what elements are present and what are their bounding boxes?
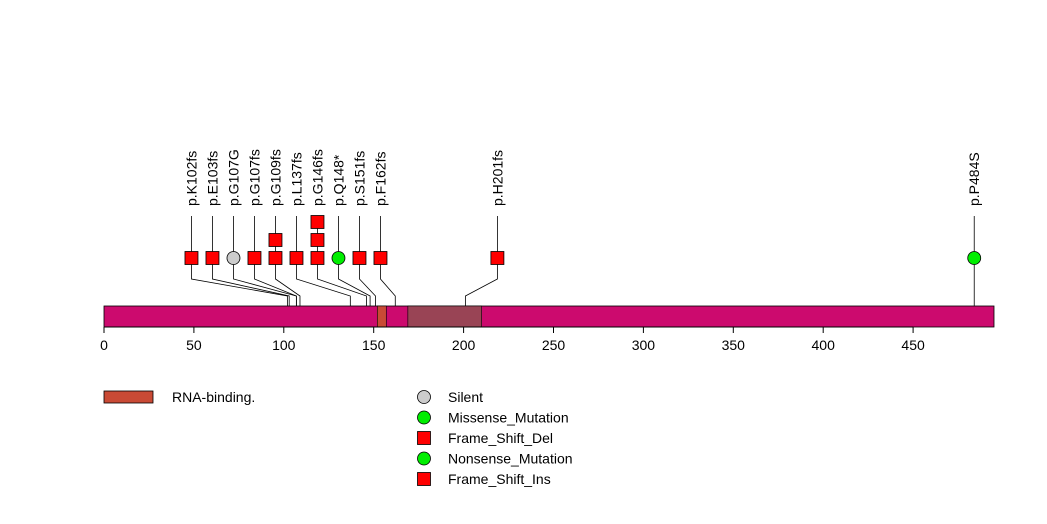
legend-mutation-symbol-2	[417, 431, 431, 445]
x-tick-label-400: 400	[812, 337, 836, 353]
x-tick-label-100: 100	[272, 337, 296, 353]
marker-4-1	[268, 233, 283, 247]
protein-bar-group	[103, 305, 995, 328]
legend-domain-label-0: RNA-binding.	[172, 389, 255, 405]
x-tick-label-300: 300	[632, 337, 656, 353]
mutation-label-7: p.Q148*	[330, 154, 346, 206]
marker-5-0	[289, 251, 304, 265]
legend-mutation-symbol-1	[417, 410, 431, 425]
mutation-markers	[184, 215, 982, 265]
domain-region-0	[376, 305, 387, 328]
marker-6-1	[310, 233, 325, 247]
marker-3-0	[247, 251, 262, 265]
protein-bar	[103, 305, 995, 328]
x-tick-label-0: 0	[100, 337, 108, 353]
marker-11-0	[967, 251, 982, 265]
legend-mutation-label-2: Frame_Shift_Del	[448, 430, 553, 446]
marker-8-0	[352, 251, 367, 265]
x-tick-label-150: 150	[362, 337, 386, 353]
mutation-label-4: p.G109fs	[267, 149, 283, 206]
marker-1-0	[205, 251, 220, 265]
marker-6-2	[310, 215, 325, 229]
mutation-label-0: p.K102fs	[183, 151, 199, 206]
x-tick-label-350: 350	[722, 337, 746, 353]
legend-mutation-label-1: Missense_Mutation	[448, 410, 569, 426]
marker-7-0	[331, 251, 346, 265]
marker-9-0	[373, 251, 388, 265]
x-tick-label-450: 450	[901, 337, 925, 353]
marker-0-0	[184, 251, 199, 265]
x-tick-label-250: 250	[542, 337, 566, 353]
mutation-label-10: p.H201fs	[489, 150, 505, 206]
legend-mutation-label-3: Nonsense_Mutation	[448, 451, 573, 467]
legend-mutation-symbol-3	[417, 451, 431, 466]
legend-mutation-label-4: Frame_Shift_Ins	[448, 471, 551, 487]
legend-mutation-symbol-0	[417, 390, 431, 404]
mutation-label-1: p.E103fs	[204, 151, 220, 206]
legend: RNA-binding. Silent Missense_Mutation Frame…	[103, 389, 573, 487]
mutation-label-5: p.L137fs	[288, 152, 304, 206]
x-tick-label-200: 200	[452, 337, 476, 353]
legend-domain-swatch-0	[103, 390, 154, 404]
marker-2-0	[226, 251, 241, 265]
x-tick-label-50: 50	[186, 337, 202, 353]
marker-10-0	[490, 251, 505, 265]
marker-6-0	[310, 251, 325, 265]
mutation-label-11: p.P484S	[966, 152, 982, 206]
legend-mutation-label-0: Silent	[448, 389, 483, 405]
mutation-labels: p.K102fs p.E103fs p.G107G p.G107fs p.G109fs p…	[183, 149, 982, 206]
legend-mutation-symbol-4	[417, 472, 431, 486]
mutation-label-6: p.G146fs	[309, 149, 325, 206]
mutation-label-9: p.F162fs	[372, 152, 388, 206]
x-axis: 0 50 100 150 200 250 300 350 400 450	[100, 326, 925, 353]
mutation-label-8: p.S151fs	[351, 151, 367, 206]
marker-4-0	[268, 251, 283, 265]
mutation-label-3: p.G107fs	[246, 149, 262, 206]
mutation-label-2: p.G107G	[225, 149, 241, 206]
domain-region-1	[407, 305, 482, 328]
